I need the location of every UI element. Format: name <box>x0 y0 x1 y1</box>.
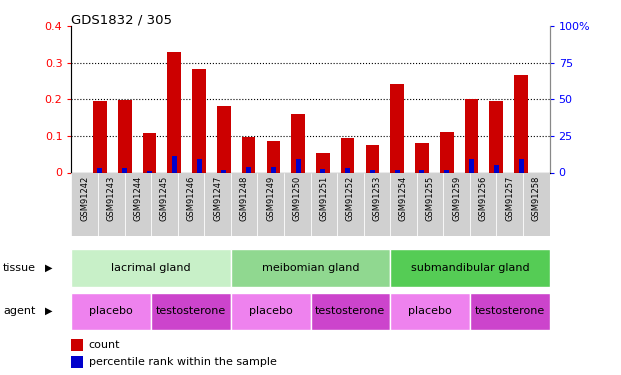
Text: GSM91245: GSM91245 <box>160 176 169 221</box>
Text: testosterone: testosterone <box>474 306 545 316</box>
Text: GSM91256: GSM91256 <box>479 176 487 221</box>
Bar <box>296 159 301 172</box>
Bar <box>496 172 523 236</box>
Bar <box>143 133 156 172</box>
Bar <box>364 172 390 236</box>
Text: GSM91259: GSM91259 <box>452 176 461 221</box>
Bar <box>231 292 310 330</box>
Text: GSM91244: GSM91244 <box>134 176 142 221</box>
Bar <box>444 170 449 172</box>
Text: placebo: placebo <box>89 306 133 316</box>
Bar <box>415 142 428 172</box>
Text: tissue: tissue <box>3 263 36 273</box>
Bar <box>320 169 325 172</box>
Text: GSM91253: GSM91253 <box>373 176 381 221</box>
Bar <box>242 136 255 172</box>
Bar <box>514 75 528 172</box>
Bar <box>291 114 305 172</box>
Bar <box>125 172 151 236</box>
Text: testosterone: testosterone <box>315 306 386 316</box>
Text: GSM91247: GSM91247 <box>213 176 222 221</box>
Bar <box>178 172 204 236</box>
Bar <box>221 170 226 172</box>
Bar <box>93 101 107 172</box>
Bar <box>193 69 206 172</box>
Bar <box>284 172 310 236</box>
Bar <box>231 249 390 287</box>
Text: GSM91257: GSM91257 <box>505 176 514 221</box>
Bar <box>257 172 284 236</box>
Text: GSM91249: GSM91249 <box>266 176 275 221</box>
Text: GSM91255: GSM91255 <box>425 176 435 221</box>
Text: GDS1832 / 305: GDS1832 / 305 <box>71 13 173 26</box>
Bar <box>310 292 390 330</box>
Bar <box>151 292 231 330</box>
Text: GSM91242: GSM91242 <box>80 176 89 221</box>
Bar <box>316 153 330 173</box>
Bar <box>341 138 355 172</box>
Bar <box>391 84 404 172</box>
Text: percentile rank within the sample: percentile rank within the sample <box>89 357 277 367</box>
Text: GSM91258: GSM91258 <box>532 176 541 221</box>
Text: GSM91251: GSM91251 <box>319 176 329 221</box>
Text: submandibular gland: submandibular gland <box>410 263 529 273</box>
Bar <box>419 170 424 172</box>
Bar <box>523 172 550 236</box>
Bar <box>310 172 337 236</box>
Text: meibomian gland: meibomian gland <box>261 263 360 273</box>
Text: GSM91254: GSM91254 <box>399 176 408 221</box>
Bar <box>271 167 276 172</box>
Bar <box>470 292 550 330</box>
Bar <box>151 172 178 236</box>
Text: placebo: placebo <box>249 306 292 316</box>
Bar <box>71 249 231 287</box>
Text: ▶: ▶ <box>45 263 52 273</box>
Bar <box>519 159 524 172</box>
Text: GSM91250: GSM91250 <box>292 176 302 221</box>
Bar <box>71 292 151 330</box>
Bar <box>204 172 231 236</box>
Text: count: count <box>89 340 120 350</box>
Bar <box>465 99 478 172</box>
Bar <box>337 172 364 236</box>
Text: lacrimal gland: lacrimal gland <box>111 263 191 273</box>
Bar <box>168 52 181 172</box>
Bar <box>443 172 470 236</box>
Bar <box>390 292 470 330</box>
Bar <box>440 132 453 172</box>
Bar <box>231 172 257 236</box>
Bar <box>469 159 474 172</box>
Bar <box>147 171 152 172</box>
Bar <box>97 168 102 172</box>
Bar <box>71 172 98 236</box>
Bar <box>172 156 177 172</box>
Bar <box>494 165 499 172</box>
Text: GSM91246: GSM91246 <box>186 176 196 221</box>
Bar <box>197 159 202 172</box>
Bar <box>266 141 280 172</box>
Text: GSM91243: GSM91243 <box>107 176 116 221</box>
Bar <box>390 249 550 287</box>
Bar <box>370 170 375 172</box>
Bar <box>118 100 132 172</box>
Text: ▶: ▶ <box>45 306 52 316</box>
Bar <box>122 168 127 172</box>
Bar <box>217 106 230 172</box>
Bar <box>246 167 251 172</box>
Bar <box>489 101 503 172</box>
Text: placebo: placebo <box>408 306 452 316</box>
Bar <box>345 168 350 172</box>
Text: GSM91248: GSM91248 <box>240 176 248 221</box>
Text: GSM91252: GSM91252 <box>346 176 355 221</box>
Bar <box>395 170 400 172</box>
Text: testosterone: testosterone <box>156 306 226 316</box>
Bar <box>470 172 496 236</box>
Bar <box>366 145 379 172</box>
Bar <box>98 172 125 236</box>
Bar <box>390 172 417 236</box>
Bar <box>417 172 443 236</box>
Text: agent: agent <box>3 306 35 316</box>
